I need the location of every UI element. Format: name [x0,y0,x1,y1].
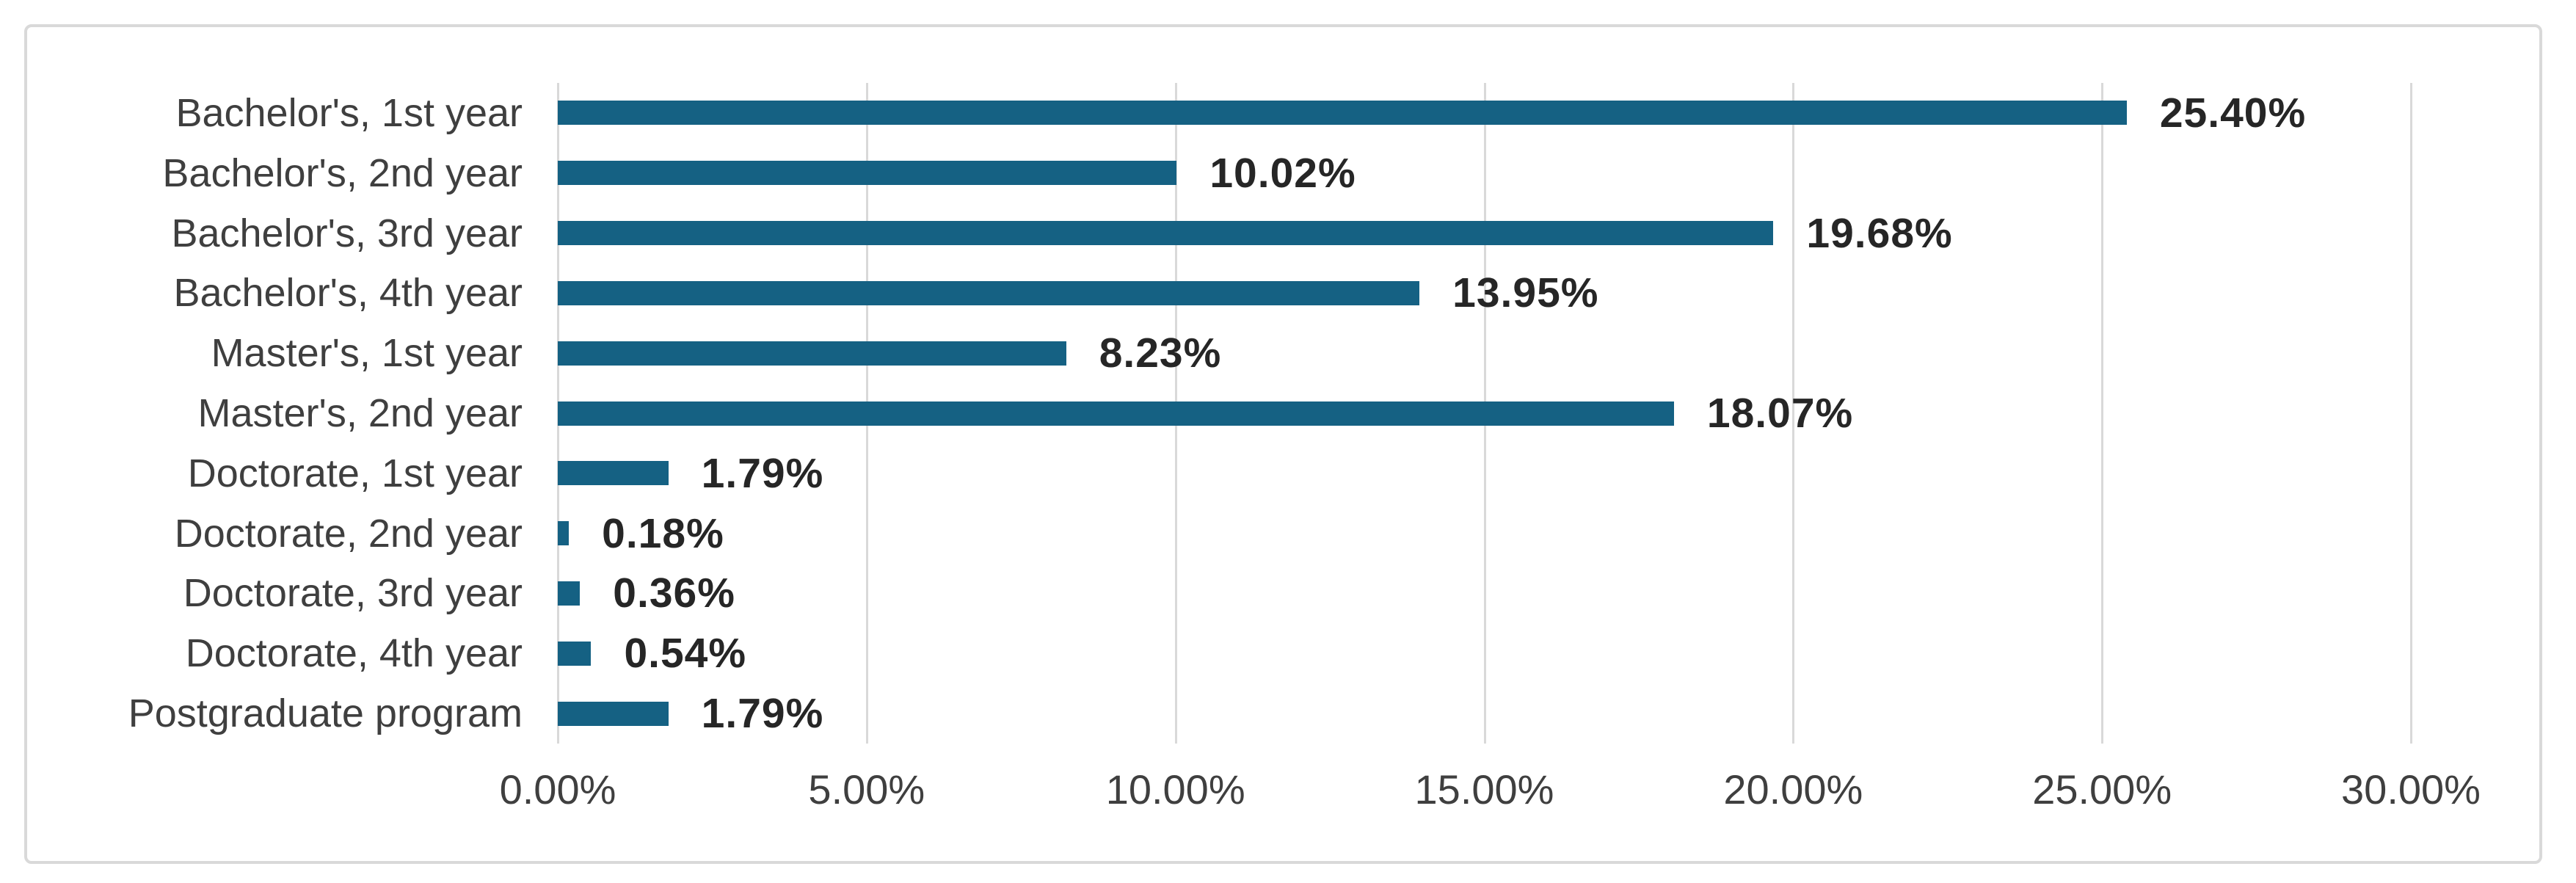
x-tick-label: 0.00% [499,766,616,813]
category-label: Doctorate, 2nd year [174,511,523,556]
bar-value-label: 1.79% [701,449,824,497]
bar [558,401,1674,426]
category-label: Doctorate, 4th year [185,631,523,676]
category-label: Postgraduate program [128,691,523,736]
x-tick-label: 5.00% [808,766,925,813]
x-tick-label: 25.00% [2032,766,2172,813]
category-label: Doctorate, 1st year [187,451,523,495]
bar [558,461,669,486]
bar [558,221,1774,246]
category-label: Master's, 2nd year [197,390,523,435]
chart-frame [24,24,2542,864]
gridline [1792,83,1795,744]
x-tick-label: 10.00% [1105,766,1245,813]
bar-value-label: 0.18% [602,509,724,557]
bar [558,521,570,546]
bar [558,341,1066,366]
bar-value-label: 13.95% [1452,269,1599,317]
category-axis: Bachelor's, 1st year Bachelor's, 2nd year… [44,83,523,744]
bar [558,581,581,606]
category-label: Doctorate, 3rd year [183,571,523,616]
gridline [2101,83,2104,744]
category-label: Bachelor's, 2nd year [162,150,523,195]
bar [558,161,1177,186]
category-label: Bachelor's, 4th year [173,271,523,316]
category-label: Bachelor's, 3rd year [171,211,523,255]
bar [558,280,1420,305]
x-axis: 0.00% 5.00% 10.00% 15.00% 20.00% 25.00% 30.00% [500,766,2481,832]
bar-value-label: 8.23% [1099,330,1222,377]
bar-value-label: 1.79% [701,690,824,738]
bar-value-label: 18.07% [1706,390,1854,437]
bar [558,101,2127,126]
category-label: Bachelor's, 1st year [175,90,523,135]
bar-value-label: 19.68% [1806,209,1953,257]
bar-value-label: 25.40% [2159,89,2307,137]
category-label: Master's, 1st year [211,331,523,376]
x-tick-label: 30.00% [2341,766,2481,813]
bar-value-label: 0.36% [613,570,735,617]
bar [558,641,592,666]
bar [558,701,669,726]
x-tick-label: 15.00% [1414,766,1554,813]
x-tick-label: 20.00% [1723,766,1863,813]
bar-value-label: 10.02% [1209,149,1356,197]
gridline [2410,83,2412,744]
bar-value-label: 0.54% [624,630,747,677]
plot-area: 25.40% 10.02% 19.68% 13.95% 8.23% 18.07% 1.79%… [557,83,2412,744]
